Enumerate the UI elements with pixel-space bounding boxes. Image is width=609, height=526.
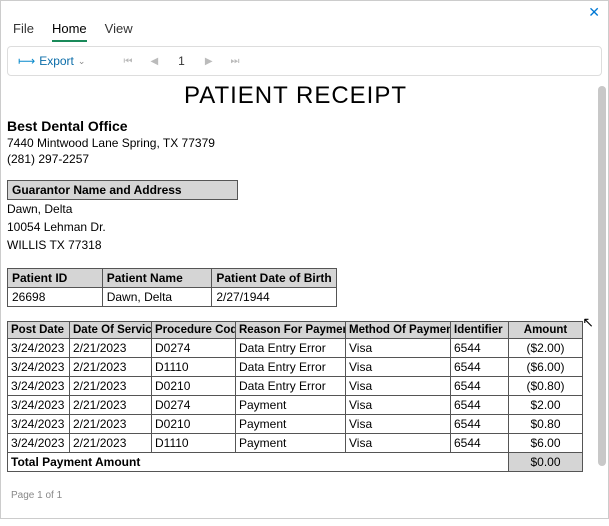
export-label: Export (39, 54, 74, 68)
cell-dos: 2/21/2023 (70, 396, 152, 415)
cell-identifier: 6544 (451, 434, 509, 453)
col-proc: Procedure Code (152, 322, 236, 339)
cell-identifier: 6544 (451, 415, 509, 434)
col-post-date: Post Date (8, 322, 70, 339)
cell-reason: Payment (236, 434, 346, 453)
cell-proc: D0210 (152, 415, 236, 434)
patient-id: 26698 (8, 288, 103, 307)
cell-proc: D0274 (152, 396, 236, 415)
table-row: 3/24/20232/21/2023D0210PaymentVisa6544$0… (8, 415, 583, 434)
cell-post_date: 3/24/2023 (8, 358, 70, 377)
payments-table: Post Date Date Of Service Procedure Code… (7, 321, 583, 472)
table-row: 3/24/20232/21/2023D0210Data Entry ErrorV… (8, 377, 583, 396)
table-row: 3/24/20232/21/2023D0274Data Entry ErrorV… (8, 339, 583, 358)
patient-name: Dawn, Delta (102, 288, 212, 307)
cell-dos: 2/21/2023 (70, 415, 152, 434)
menu-view[interactable]: View (105, 21, 133, 42)
cell-reason: Data Entry Error (236, 377, 346, 396)
cell-amount: $2.00 (509, 396, 583, 415)
menu-file[interactable]: File (13, 21, 34, 42)
cell-method: Visa (346, 377, 451, 396)
office-name: Best Dental Office (7, 118, 584, 134)
export-button[interactable]: ⟼ Export ⌄ (18, 54, 85, 68)
office-address: 7440 Mintwood Lane Spring, TX 77379 (7, 136, 584, 150)
toolbar: ⟼ Export ⌄ ⏮ ◀ 1 ▶ ⏭ (7, 46, 602, 76)
col-method: Method Of Payment (346, 322, 451, 339)
table-row: 3/24/20232/21/2023D1110Data Entry ErrorV… (8, 358, 583, 377)
cell-method: Visa (346, 434, 451, 453)
cell-amount: ($2.00) (509, 339, 583, 358)
cell-identifier: 6544 (451, 377, 509, 396)
cell-proc: D0210 (152, 377, 236, 396)
cell-dos: 2/21/2023 (70, 358, 152, 377)
nav-first-button[interactable]: ⏮ (117, 56, 138, 67)
page-title: PATIENT RECEIPT (7, 82, 584, 110)
col-reason: Reason For Payment (236, 322, 346, 339)
cell-amount: ($0.80) (509, 377, 583, 396)
col-amount: Amount (509, 322, 583, 339)
export-icon: ⟼ (18, 54, 35, 68)
table-row: 3/24/20232/21/2023D0274PaymentVisa6544$2… (8, 396, 583, 415)
cell-post_date: 3/24/2023 (8, 377, 70, 396)
cell-dos: 2/21/2023 (70, 434, 152, 453)
cell-reason: Data Entry Error (236, 339, 346, 358)
patient-dob: 2/27/1944 (212, 288, 337, 307)
page-number: 1 (170, 54, 193, 68)
total-amount: $0.00 (509, 453, 583, 472)
menubar: File Home View (1, 19, 608, 46)
cell-reason: Data Entry Error (236, 358, 346, 377)
cell-method: Visa (346, 358, 451, 377)
vertical-scrollbar[interactable] (598, 86, 606, 466)
guarantor-name: Dawn, Delta (7, 200, 584, 218)
cell-method: Visa (346, 415, 451, 434)
patient-info-table: Patient ID Patient Name Patient Date of … (7, 268, 337, 307)
patient-id-header: Patient ID (8, 269, 103, 288)
cell-dos: 2/21/2023 (70, 339, 152, 358)
cell-method: Visa (346, 339, 451, 358)
guarantor-header: Guarantor Name and Address (7, 180, 238, 200)
nav-next-button[interactable]: ▶ (199, 56, 219, 67)
patient-name-header: Patient Name (102, 269, 212, 288)
col-dos: Date Of Service (70, 322, 152, 339)
cell-identifier: 6544 (451, 396, 509, 415)
guarantor-city: WILLIS TX 77318 (7, 236, 584, 254)
cell-dos: 2/21/2023 (70, 377, 152, 396)
cell-proc: D0274 (152, 339, 236, 358)
cell-identifier: 6544 (451, 358, 509, 377)
cell-identifier: 6544 (451, 339, 509, 358)
menu-home[interactable]: Home (52, 21, 87, 42)
page-footer: Page 1 of 1 (7, 472, 584, 501)
cell-proc: D1110 (152, 434, 236, 453)
close-icon[interactable]: ✕ (588, 5, 600, 19)
cell-reason: Payment (236, 396, 346, 415)
cell-reason: Payment (236, 415, 346, 434)
report-page: PATIENT RECEIPT Best Dental Office 7440 … (1, 82, 596, 501)
nav-prev-button[interactable]: ◀ (144, 56, 164, 67)
cell-post_date: 3/24/2023 (8, 396, 70, 415)
cell-amount: $0.80 (509, 415, 583, 434)
cell-post_date: 3/24/2023 (8, 339, 70, 358)
chevron-down-icon: ⌄ (78, 56, 86, 67)
cell-amount: $6.00 (509, 434, 583, 453)
total-label: Total Payment Amount (8, 453, 509, 472)
cell-amount: ($6.00) (509, 358, 583, 377)
table-row: 3/24/20232/21/2023D1110PaymentVisa6544$6… (8, 434, 583, 453)
cell-post_date: 3/24/2023 (8, 434, 70, 453)
office-phone: (281) 297-2257 (7, 152, 584, 166)
cell-method: Visa (346, 396, 451, 415)
guarantor-street: 10054 Lehman Dr. (7, 218, 584, 236)
patient-dob-header: Patient Date of Birth (212, 269, 337, 288)
cell-proc: D1110 (152, 358, 236, 377)
col-identifier: Identifier (451, 322, 509, 339)
nav-last-button[interactable]: ⏭ (225, 56, 246, 67)
cell-post_date: 3/24/2023 (8, 415, 70, 434)
